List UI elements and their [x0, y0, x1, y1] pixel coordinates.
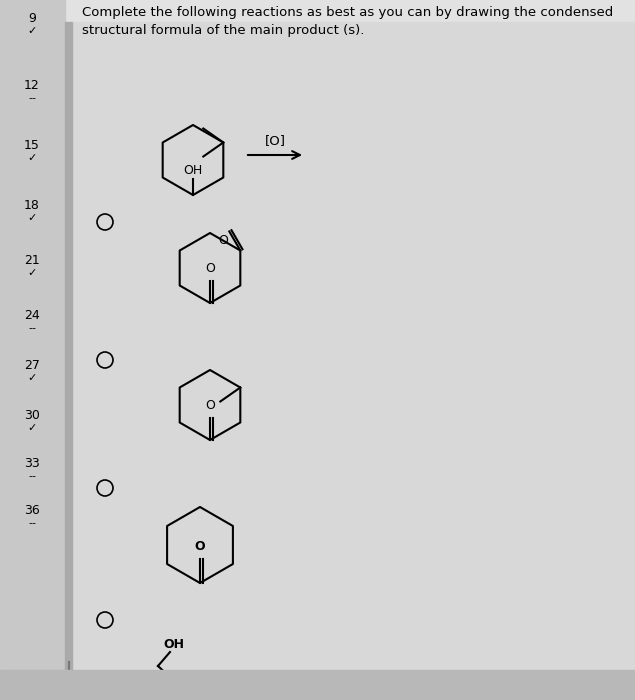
Text: O: O	[218, 234, 228, 247]
Text: --: --	[28, 93, 36, 103]
Text: --: --	[28, 518, 36, 528]
Text: ✓: ✓	[27, 153, 37, 163]
Bar	[72, 22, 635, 670]
Text: 30: 30	[24, 409, 40, 422]
Text: ✓: ✓	[27, 423, 37, 433]
Text: 21: 21	[24, 254, 40, 267]
Text: [O]: [O]	[265, 134, 286, 147]
Text: Complete the following reactions as best as you can by drawing the condensed
str: Complete the following reactions as best…	[82, 6, 613, 37]
Text: 27: 27	[24, 359, 40, 372]
Text: --: --	[28, 323, 36, 333]
Text: 24: 24	[24, 309, 40, 322]
Text: 36: 36	[24, 504, 40, 517]
Text: 33: 33	[24, 457, 40, 470]
Bar	[0, 0, 65, 700]
Text: 9: 9	[28, 12, 36, 25]
Bar	[0, 670, 635, 700]
Text: ✓: ✓	[27, 213, 37, 223]
Text: OH: OH	[184, 164, 203, 177]
Text: 15: 15	[24, 139, 40, 152]
Text: ✓: ✓	[27, 373, 37, 383]
Bar	[65, 22, 72, 670]
Text: ✓: ✓	[27, 26, 37, 36]
Text: 18: 18	[24, 199, 40, 212]
Text: O: O	[205, 262, 215, 275]
Text: --: --	[28, 471, 36, 481]
Text: O: O	[205, 399, 215, 412]
Text: OH: OH	[163, 638, 184, 651]
Text: ✓: ✓	[27, 268, 37, 278]
Text: 12: 12	[24, 79, 40, 92]
Text: O: O	[195, 540, 205, 553]
